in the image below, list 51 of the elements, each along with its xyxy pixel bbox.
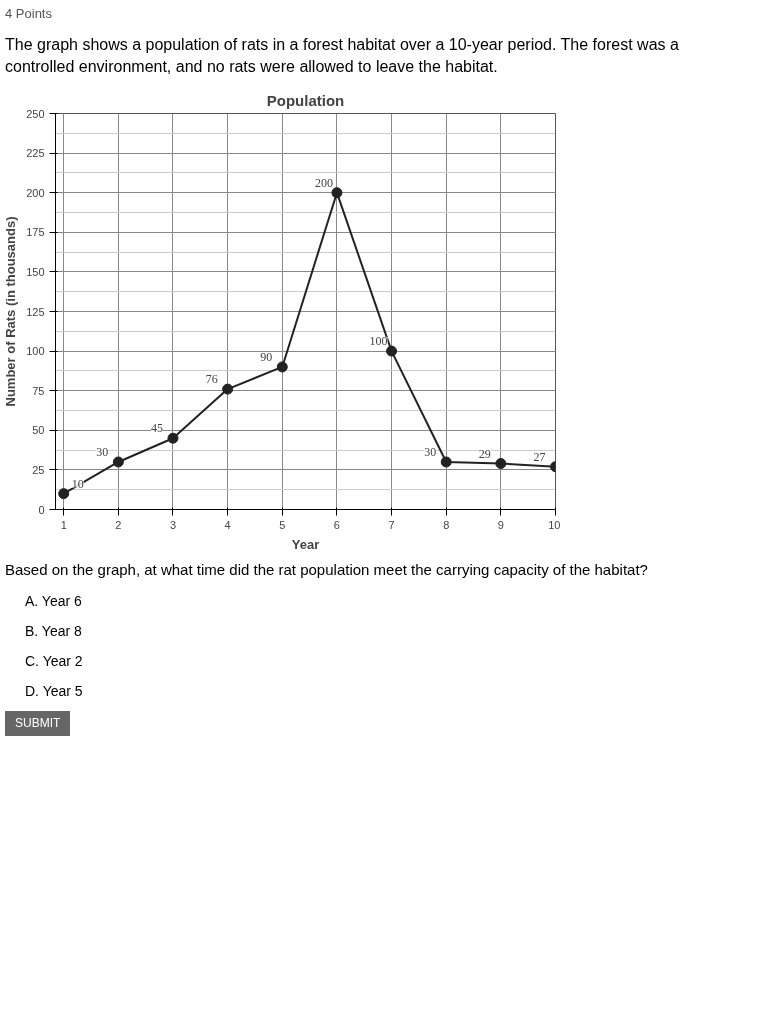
text: Based on the graph, at what time did the rat population meet the carrying capacity of the habitat? xyxy=(5,560,648,581)
data-label: 30 xyxy=(96,445,109,460)
y-axis-title: Number of Rats (in thousands) xyxy=(3,216,19,407)
text: B. Year 8 xyxy=(25,621,82,641)
data-label: 30 xyxy=(424,445,437,460)
data-label: 200 xyxy=(314,175,333,190)
text: C. Year 2 xyxy=(25,651,83,671)
x-tick-label: 5 xyxy=(279,518,286,531)
y-tick-label: 125 xyxy=(26,305,45,318)
text: 4 Points xyxy=(5,5,52,23)
y-tick-label: 200 xyxy=(26,186,45,199)
data-label: 29 xyxy=(478,446,491,461)
text: SUBMIT xyxy=(5,711,71,737)
chart-title: Population xyxy=(266,91,345,109)
x-tick-label: 8 xyxy=(443,518,450,531)
y-tick-label: 0 xyxy=(38,503,45,516)
point xyxy=(440,456,452,468)
text: D. Year 5 xyxy=(25,682,83,702)
y-tick-label: 75 xyxy=(32,384,45,397)
y-tick-label: 250 xyxy=(26,107,45,120)
x-tick-label: 3 xyxy=(169,518,177,531)
data-label: 10 xyxy=(71,476,84,491)
y-tick-label: 25 xyxy=(32,464,45,477)
x-tick-label: 1 xyxy=(60,518,67,531)
data-label: 27 xyxy=(533,449,546,464)
data-label: 45 xyxy=(150,421,163,436)
y-tick-label: 150 xyxy=(26,266,45,279)
x-tick-label: 4 xyxy=(224,518,231,531)
y-tick-label: 225 xyxy=(26,147,45,160)
text: A. Year 6 xyxy=(25,591,82,611)
x-tick-label: 6 xyxy=(333,518,340,531)
x-axis-title: Year xyxy=(291,536,320,552)
point xyxy=(222,383,234,395)
y-tick-label: 50 xyxy=(32,424,45,437)
y-tick-label: 175 xyxy=(26,226,45,239)
point xyxy=(167,432,179,444)
text: The graph shows a population of rats in a forest habitat over a 10-year period. The forest was a controlled environment, and no rats were allowed to leave the habitat. xyxy=(5,34,680,78)
y-tick-label: 100 xyxy=(26,345,45,358)
data-label: 76 xyxy=(205,372,218,387)
x-tick-label: 7 xyxy=(388,518,395,531)
x-tick-label: 10 xyxy=(548,518,561,531)
data-label: 90 xyxy=(260,350,273,365)
point xyxy=(112,456,124,468)
point xyxy=(331,187,343,199)
point xyxy=(386,345,398,357)
data-label: 100 xyxy=(369,334,388,349)
point xyxy=(58,488,70,500)
point xyxy=(276,361,288,373)
x-tick-label: 9 xyxy=(497,518,504,531)
x-tick-label: 2 xyxy=(115,518,122,531)
point xyxy=(495,458,507,470)
